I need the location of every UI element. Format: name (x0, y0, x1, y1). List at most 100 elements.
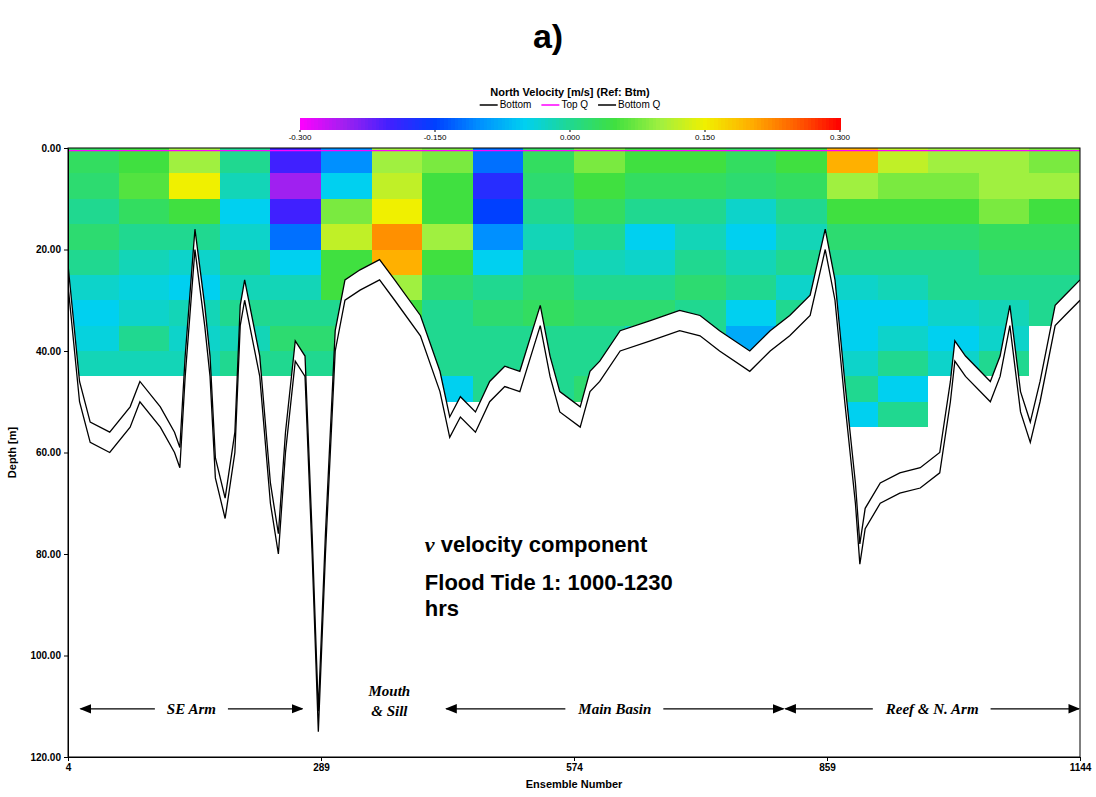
heat-cell (979, 250, 1030, 275)
heat-cell (1029, 224, 1080, 249)
heat-cell (878, 250, 929, 275)
colorbar-swatch (372, 118, 376, 130)
colorbar-swatch (451, 118, 455, 130)
heat-cell (119, 300, 170, 325)
x-tick-mark (574, 757, 575, 761)
text-line: SE Arm (167, 701, 216, 717)
colorbar-swatch (462, 118, 466, 130)
colorbar-swatch (811, 118, 815, 130)
heat-cell (220, 351, 271, 376)
heat-cell (928, 250, 979, 275)
colorbar-swatch (469, 118, 473, 130)
colorbar-swatch (732, 118, 736, 130)
heat-cell (68, 199, 119, 224)
heat-cell (625, 173, 676, 198)
heat-cell (422, 275, 473, 300)
legend-label: Bottom Q (618, 99, 660, 110)
heat-cell (523, 250, 574, 275)
colorbar-swatch (779, 118, 783, 130)
colorbar-swatch (350, 118, 354, 130)
heat-cell (220, 173, 271, 198)
colorbar-swatch (545, 118, 549, 130)
heat-cell (321, 224, 372, 249)
colorbar-swatch (656, 118, 660, 130)
colorbar-swatch (397, 118, 401, 130)
y-tick-mark (64, 656, 68, 657)
colorbar-swatch (340, 118, 344, 130)
colorbar-swatch (358, 118, 362, 130)
x-tick-mark (827, 757, 828, 761)
panel-label: a) (533, 17, 563, 55)
heat-cell (321, 173, 372, 198)
heat-cell (827, 376, 878, 401)
y-tick-label: 0.00 (42, 143, 62, 154)
heat-cell (321, 326, 372, 351)
heat-cell (473, 300, 524, 325)
x-tick-mark (1080, 757, 1081, 761)
region: Mouth& Sill (356, 679, 423, 723)
heat-cell (726, 300, 777, 325)
y-tick-label: 100.00 (30, 650, 61, 661)
heat-cell (979, 300, 1030, 325)
heat-cell (675, 275, 726, 300)
text-line: velocity component (435, 532, 648, 557)
heat-cell (1029, 300, 1080, 325)
heat-cell (1029, 173, 1080, 198)
heat-cell (574, 326, 625, 351)
heat-cell (220, 224, 271, 249)
colorbar-swatch (394, 118, 398, 130)
heat-cell (473, 376, 524, 401)
colorbar-swatch (548, 118, 552, 130)
heat-cell (270, 199, 321, 224)
colorbar-swatch (595, 118, 599, 130)
heat-cell (625, 351, 676, 376)
y-tick: 100.00 (30, 650, 68, 661)
text-line: Main Basin (577, 701, 651, 717)
colorbar-swatch (509, 118, 513, 130)
heat-cell (220, 326, 271, 351)
heat-cell (473, 173, 524, 198)
heat-cell (726, 148, 777, 173)
heat-cell (68, 173, 119, 198)
colorbar-swatch (682, 118, 686, 130)
colorbar-swatch (602, 118, 606, 130)
heat-cell (169, 326, 220, 351)
colorbar-swatch (458, 118, 462, 130)
heat-cell (169, 275, 220, 300)
heat-cell (878, 351, 929, 376)
region-label: Reef & N. Arm (885, 701, 979, 717)
y-tick: 60.00 (36, 447, 68, 458)
y-tick-mark (64, 757, 68, 758)
plot-frame (68, 148, 1080, 757)
colorbar-swatch (516, 118, 520, 130)
heat-cell (776, 199, 827, 224)
heat-cell (1029, 199, 1080, 224)
heat-cell (220, 275, 271, 300)
heat-cell (372, 275, 423, 300)
colorbar-swatch (649, 118, 653, 130)
colorbar-swatch (322, 118, 326, 130)
colorbar-swatch (592, 118, 596, 130)
colorbar-swatch (606, 118, 610, 130)
region-label: Mouth& Sill (368, 683, 411, 719)
colorbar-swatch (437, 118, 441, 130)
annotation: v velocity component (425, 532, 648, 557)
colorbar-swatch (512, 118, 516, 130)
colorbar-swatch (494, 118, 498, 130)
colorbar-swatch (815, 118, 819, 130)
colorbar-swatch (692, 118, 696, 130)
heat-cell (827, 173, 878, 198)
legend-key (541, 104, 559, 106)
colorbar-swatch (566, 118, 570, 130)
legend-key (598, 104, 616, 106)
colorbar-swatch (354, 118, 358, 130)
y-tick: 0.00 (42, 143, 68, 154)
colorbar-swatch (653, 118, 657, 130)
heat-cell (270, 173, 321, 198)
colorbar-tick (705, 130, 706, 132)
y-tick: 40.00 (36, 346, 68, 357)
colorbar-swatch (415, 118, 419, 130)
x-tick-label: 1144 (1070, 762, 1092, 773)
colorbar-swatch (523, 118, 527, 130)
heat-cell (675, 224, 726, 249)
